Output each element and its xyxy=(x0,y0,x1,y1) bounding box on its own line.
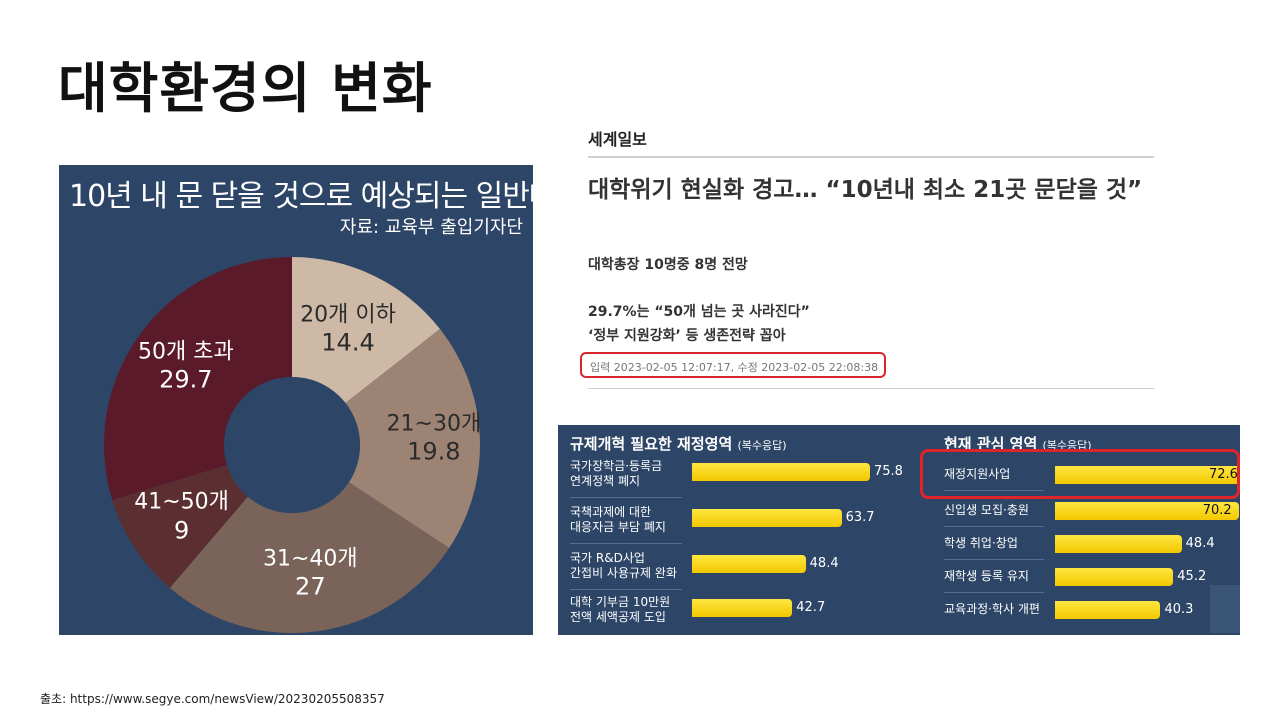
right-bar xyxy=(1055,568,1174,586)
donut-chart-panel: 10년 내 문 닫을 것으로 예상되는 일반대 자료: 교육부 출입기자단 20… xyxy=(59,165,533,635)
article-headline: 대학위기 현실화 경고… “10년내 최소 21곳 문닫을 것” xyxy=(588,177,1143,203)
donut-slice-value: 9 xyxy=(173,516,190,545)
left-bar-label-line: 간접비 사용규제 완화 xyxy=(570,566,677,580)
left-bar xyxy=(692,599,793,617)
donut-slice-label: 21~30개 19.8 xyxy=(387,411,482,466)
left-bar-label-line: 국가장학금·등록금 xyxy=(570,459,663,473)
left-chart-title: 규제개혁 필요한 재정영역 (복수응답) xyxy=(570,433,787,454)
donut-slice xyxy=(345,328,480,549)
left-bar-label: 국책과제에 대한 대응자금 부담 폐지 xyxy=(570,505,666,535)
left-bar-value: 75.8 xyxy=(874,464,903,479)
right-bar-value: 45.2 xyxy=(1177,569,1207,584)
right-bar-label: 신입생 모집·충원 xyxy=(944,503,1029,517)
donut-hole xyxy=(224,377,360,513)
donut-slice-category: 41~50개 xyxy=(134,489,229,515)
donut-slice-label: 20개 이하 14.4 xyxy=(300,302,396,357)
left-bar-value: 63.7 xyxy=(845,510,875,525)
row-divider xyxy=(944,559,1044,560)
article-dateline: 입력 2023-02-05 12:07:17, 수정 2023-02-05 22… xyxy=(580,352,886,378)
row-divider xyxy=(570,543,682,544)
subtitle-line: 29.7%는 “50개 넘는 곳 사라진다” xyxy=(588,304,810,320)
row-divider xyxy=(944,592,1044,593)
right-bar-label: 재정지원사업 xyxy=(944,467,1011,481)
donut-slice-category: 31~40개 xyxy=(262,546,358,572)
right-bar-value: 40.3 xyxy=(1164,602,1194,617)
highlight-box xyxy=(920,449,1240,499)
bar-chart-panel: 규제개혁 필요한 재정영역 (복수응답) 현재 관심 영역 (복수응답) 국가장… xyxy=(558,425,1240,635)
donut-slice xyxy=(112,464,248,588)
left-bar xyxy=(692,555,806,573)
right-bar-label: 교육과정·학사 개편 xyxy=(944,602,1040,616)
right-chart-note: (복수응답) xyxy=(1042,439,1092,452)
row-divider xyxy=(944,526,1044,527)
left-chart-title-text: 규제개혁 필요한 재정영역 xyxy=(570,435,733,453)
donut-slice xyxy=(103,257,292,501)
donut-slice xyxy=(169,482,450,633)
donut-slice-category: 50개 초과 xyxy=(138,338,234,364)
right-chart-title: 현재 관심 영역 (복수응답) xyxy=(944,433,1092,454)
left-bar xyxy=(692,463,870,481)
donut-slice-category: 20개 이하 xyxy=(300,302,396,328)
right-bar-value: 70.2 xyxy=(1202,503,1232,518)
subtitle-line: ‘정부 지원강화’ 등 생존전략 꼽아 xyxy=(588,328,786,344)
left-bar-label-line: 전액 세액공제 도입 xyxy=(570,610,666,624)
donut-slice-value: 19.8 xyxy=(407,437,461,466)
divider xyxy=(588,156,1154,158)
left-bar-label: 대학 기부금 10만원 전액 세액공제 도입 xyxy=(570,595,670,625)
donut-slice xyxy=(292,257,440,404)
left-bar-label-line: 국책과제에 대한 xyxy=(570,505,652,519)
left-bar-value: 42.7 xyxy=(796,600,826,615)
donut-slice-value: 27 xyxy=(295,572,326,601)
left-bar-label-line: 국가 R&D사업 xyxy=(570,551,645,565)
right-chart-title-text: 현재 관심 영역 xyxy=(944,435,1038,453)
row-divider xyxy=(570,497,682,498)
left-chart-note: (복수응답) xyxy=(737,439,787,452)
decorative-block xyxy=(1210,585,1240,633)
donut-chart-title: 10년 내 문 닫을 것으로 예상되는 일반대 xyxy=(69,179,533,214)
right-bar xyxy=(1055,535,1182,553)
right-bar xyxy=(1055,601,1161,619)
right-bar-value: 72.6 xyxy=(1209,467,1238,482)
right-bar-label: 재학생 등록 유지 xyxy=(944,569,1029,583)
left-bar-label: 국가 R&D사업 간접비 사용규제 완화 xyxy=(570,551,677,581)
left-bar-label-line: 대응자금 부담 폐지 xyxy=(570,520,666,534)
article-subtitle-2: 29.7%는 “50개 넘는 곳 사라진다” ‘정부 지원강화’ 등 생존전략 … xyxy=(588,300,810,348)
donut-slice-value: 14.4 xyxy=(321,328,375,357)
footer-source: 출초: https://www.segye.com/newsView/20230… xyxy=(40,692,385,706)
newspaper-name: 세계일보 xyxy=(588,130,647,149)
left-bar-value: 48.4 xyxy=(809,556,839,571)
donut-chart xyxy=(103,257,480,633)
left-bar-label: 국가장학금·등록금 연계정책 폐지 xyxy=(570,459,662,489)
donut-slice-label: 31~40개 27 xyxy=(263,546,358,601)
left-bar xyxy=(692,509,842,527)
right-bar xyxy=(1055,502,1239,520)
right-bar xyxy=(1055,466,1240,484)
divider xyxy=(588,388,1154,389)
left-bar-label-line: 연계정책 폐지 xyxy=(570,474,641,488)
donut-slice-label: 41~50개 9 xyxy=(134,490,229,545)
row-divider xyxy=(944,490,1044,491)
right-bar-label: 학생 취업·창업 xyxy=(944,536,1018,550)
article-subtitle: 대학총장 10명중 8명 전망 xyxy=(588,257,748,273)
right-bar-value: 48.4 xyxy=(1185,536,1215,551)
donut-slice-label: 50개 초과 29.7 xyxy=(138,339,234,394)
donut-slice-category: 21~30개 xyxy=(386,411,482,437)
donut-slice-value: 29.7 xyxy=(159,365,213,394)
left-bar-label-line: 대학 기부금 10만원 xyxy=(570,595,671,609)
row-divider xyxy=(570,589,682,590)
donut-chart-source: 자료: 교육부 출입기자단 xyxy=(339,217,523,238)
slide-title: 대학환경의 변화 xyxy=(58,57,433,120)
